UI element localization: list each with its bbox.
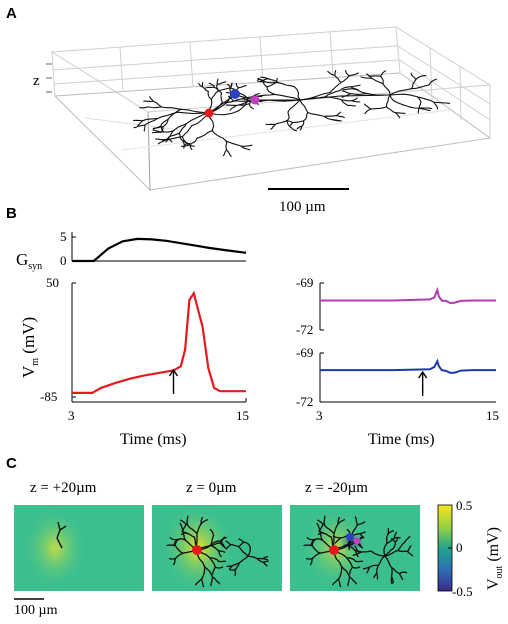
vm-ylabel: Vm (mV) [19,317,41,378]
gsyn-axes: 5 0 Gsyn [16,229,247,272]
ext-xtick-right: 15 [486,408,499,423]
blue-electrode-marker [230,89,240,99]
panel-a-markers [204,89,260,118]
ext-top-ytick-top: -69 [296,275,313,290]
map-title-0: z = 0µm [186,480,237,496]
ext-xlabel: Time (ms) [368,431,435,448]
soma-marker-map2 [192,545,202,555]
panel-b-label: B [6,205,17,222]
panel-a-label: A [6,5,17,22]
magenta-electrode-marker [250,95,260,105]
vext-trace-magenta [320,286,496,305]
vm-xtick-left: 3 [68,408,75,423]
panel-a-scale-bar: 100 µm [268,188,349,215]
panel-c-label: C [6,455,17,472]
extracellular-bottom-axes: -69 -72 3 15 Time (ms) [296,345,499,448]
panel-a-3d-box [50,26,492,191]
svg-text:100 µm: 100 µm [279,199,326,215]
z-axis-label: z [33,73,40,89]
vm-xlabel: Time (ms) [120,431,187,448]
gsyn-ytick-bottom: 0 [60,253,67,268]
ext-top-ytick-bottom: -72 [296,322,313,337]
ext-bottom-ytick-top: -69 [296,345,313,360]
vm-axes: 50 -85 3 15 Vm (mV) Time (ms) [19,275,249,448]
vm-trace-red [72,290,246,394]
soma-marker-map3 [329,545,339,555]
red-soma-marker [204,108,214,118]
potential-map-plus20 [14,505,144,591]
extracellular-top-axes: -69 -72 [296,275,496,337]
colorbar-tick-bottom: -0.5 [452,584,473,599]
potential-map-minus20 [290,505,420,591]
vm-xtick-right: 15 [236,408,249,423]
magenta-marker-map3 [353,537,361,545]
colorbar-tick-top: 0.5 [456,498,472,513]
gsyn-trace [72,237,247,263]
vext-trace-blue [320,358,496,374]
panel-a-z-axis: z [33,63,52,93]
colorbar-label: Vout (mV) [485,527,505,590]
panel-c-scale-bar: 100 µm [14,598,58,618]
stimulus-arrow-left [168,368,179,394]
colorbar: 0.5 0 -0.5 Vout (mV) [437,498,505,599]
map-title-minus20: z = -20µm [305,480,368,496]
stimulus-arrow-right [418,370,428,396]
blue-marker-map3 [346,533,354,541]
colorbar-tick-mid: 0 [456,540,463,555]
vm-ytick-bottom: -85 [40,389,57,404]
map-title-plus20: z = +20µm [30,480,97,496]
gsyn-ylabel: Gsyn [16,250,42,272]
vm-ytick-top: 50 [46,275,59,290]
neuron-3d-morphology [132,69,451,157]
ext-xtick-left: 3 [316,408,323,423]
gsyn-ytick-top: 5 [60,229,67,244]
ext-bottom-ytick-bottom: -72 [296,394,313,409]
svg-text:100 µm: 100 µm [14,603,58,618]
potential-map-0 [152,504,282,592]
